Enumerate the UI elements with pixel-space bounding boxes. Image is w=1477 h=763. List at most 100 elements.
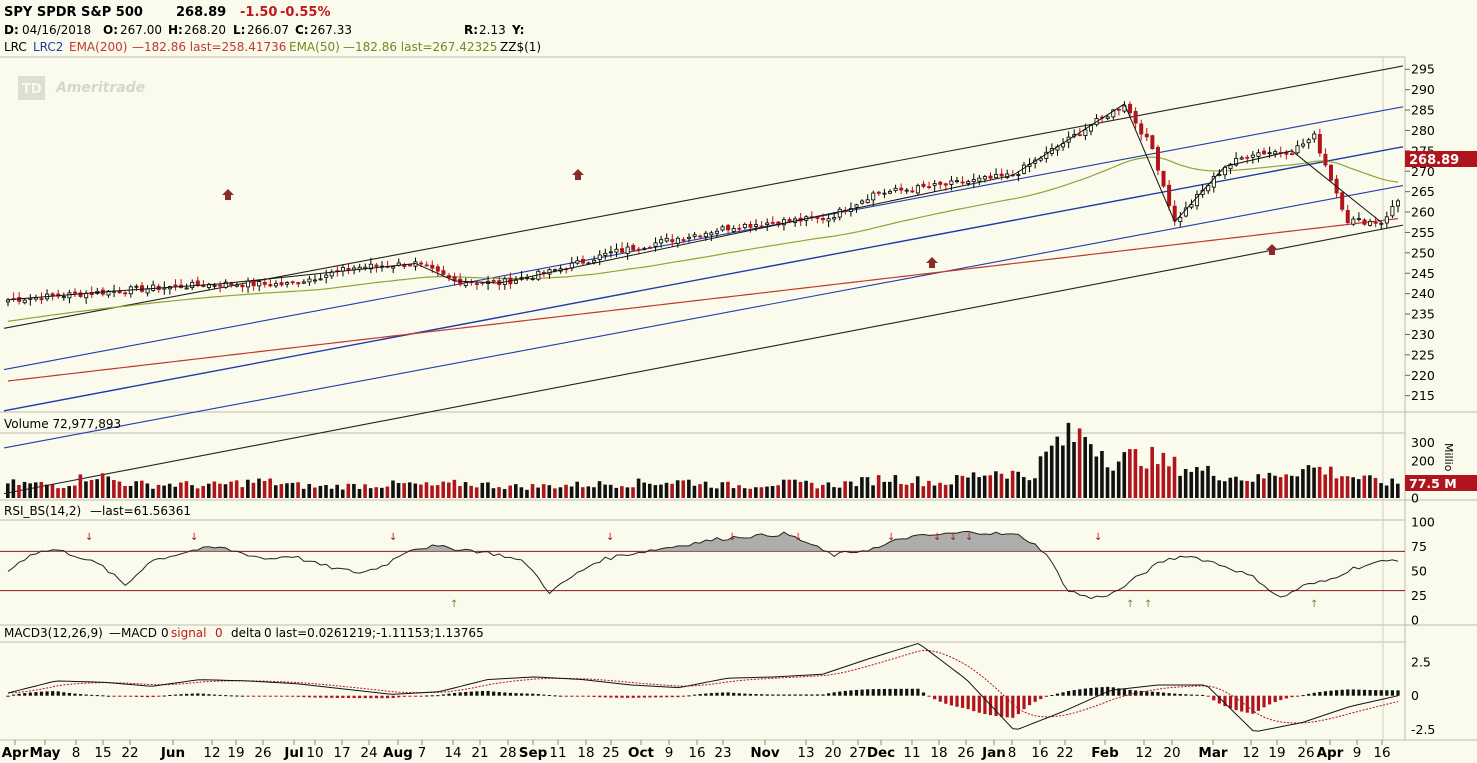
volume-bar bbox=[888, 481, 892, 498]
candle-body bbox=[597, 254, 602, 260]
volume-bar bbox=[279, 484, 284, 498]
volume-tick-label: 0 bbox=[1411, 491, 1419, 506]
macd-histogram-bar bbox=[1346, 689, 1350, 696]
macd-histogram-bar bbox=[637, 695, 641, 698]
macd-histogram-bar bbox=[503, 692, 507, 696]
volume-bar bbox=[982, 475, 987, 498]
volume-bar bbox=[1144, 468, 1149, 498]
volume-bar bbox=[1312, 467, 1316, 498]
candle-body bbox=[424, 264, 429, 267]
volume-bar bbox=[1038, 456, 1043, 498]
volume-bar bbox=[960, 475, 965, 498]
volume-bar bbox=[826, 482, 831, 498]
zigzag-line bbox=[7, 103, 1382, 301]
volume-bar bbox=[848, 481, 853, 498]
macd-histogram-bar bbox=[1027, 695, 1032, 706]
volume-bar bbox=[625, 487, 630, 498]
rsi-up-arrow-icon: ↑ bbox=[1126, 599, 1134, 610]
macd-histogram-bar bbox=[1111, 687, 1115, 696]
macd-histogram-bar bbox=[1362, 689, 1367, 696]
volume-bar bbox=[173, 486, 178, 498]
macd-histogram-bar bbox=[938, 695, 942, 702]
candle-body bbox=[781, 219, 786, 226]
volume-bar bbox=[575, 481, 579, 498]
macd-histogram-bar bbox=[235, 695, 239, 697]
candle-body bbox=[754, 224, 759, 227]
macd-histogram-bar bbox=[564, 695, 568, 697]
volume-bar bbox=[22, 481, 27, 498]
volume-bar bbox=[458, 486, 462, 498]
rsi-tick-label: 0 bbox=[1411, 613, 1419, 628]
volume-bar bbox=[273, 485, 278, 498]
range-value: 2.13 bbox=[479, 23, 506, 37]
study-ema200[interactable]: EMA(200) bbox=[69, 40, 127, 54]
candle-body bbox=[720, 226, 725, 231]
volume-bar bbox=[659, 484, 663, 498]
macd-histogram-bar bbox=[899, 688, 903, 696]
candle-body bbox=[1083, 129, 1088, 136]
macd-histogram-bar bbox=[1385, 690, 1389, 696]
study-lrc2[interactable]: LRC2 bbox=[33, 40, 63, 54]
candle-body bbox=[257, 281, 262, 287]
zigzag-path bbox=[7, 103, 1382, 301]
volume-bar bbox=[558, 487, 563, 498]
candle-body bbox=[709, 232, 714, 236]
macd-histogram-bar bbox=[626, 695, 630, 698]
volume-bar bbox=[307, 484, 312, 498]
macd-histogram-bar bbox=[190, 693, 194, 696]
volume-bar bbox=[943, 484, 948, 498]
volume-bar bbox=[419, 484, 423, 498]
price-tick-label: 235 bbox=[1411, 307, 1435, 322]
close-label: C: bbox=[295, 23, 309, 37]
volume-bar bbox=[447, 482, 451, 498]
macd-histogram-bar bbox=[39, 691, 44, 696]
volume-bar bbox=[1384, 485, 1389, 498]
candle-body bbox=[737, 227, 742, 230]
volume-bar bbox=[318, 485, 323, 498]
study-ema50[interactable]: EMA(50) bbox=[289, 40, 340, 54]
macd-histogram-bar bbox=[285, 695, 289, 697]
volume-bar bbox=[1061, 445, 1065, 498]
lrc-lower-outer bbox=[3, 224, 1404, 495]
macd-histogram-bar bbox=[1284, 695, 1288, 699]
candle-body bbox=[61, 296, 66, 298]
candle-body bbox=[1312, 133, 1317, 140]
volume-bar bbox=[1317, 466, 1322, 498]
volume-bar bbox=[938, 482, 942, 498]
volume-bar bbox=[899, 483, 903, 498]
macd-histogram-bar bbox=[1329, 690, 1333, 696]
volume-bar bbox=[893, 475, 898, 498]
macd-histogram-bar bbox=[397, 695, 401, 698]
macd-histogram-bar bbox=[1167, 693, 1171, 696]
macd-histogram-bar bbox=[955, 695, 959, 707]
candle-body bbox=[759, 225, 764, 228]
regression-channels bbox=[3, 65, 1404, 495]
macd-histogram-bar bbox=[358, 695, 362, 699]
volume-bar bbox=[123, 485, 127, 498]
macd-histogram-bar bbox=[486, 690, 490, 696]
volume-bar bbox=[1200, 470, 1205, 498]
macd-histogram-bar bbox=[726, 692, 730, 696]
candle-body bbox=[246, 280, 251, 288]
candle-body bbox=[1306, 139, 1311, 144]
candle-body bbox=[608, 251, 613, 254]
study-zigzag[interactable]: ZZ$(1) bbox=[500, 40, 541, 54]
candle-body bbox=[50, 293, 55, 296]
volume-bar bbox=[647, 483, 652, 498]
volume-bar bbox=[776, 485, 780, 498]
volume-bar bbox=[1256, 474, 1261, 498]
candle-body bbox=[279, 282, 284, 286]
date-tick-label: Jan bbox=[981, 745, 1006, 761]
volume-bar bbox=[1139, 466, 1143, 498]
volume-bar bbox=[798, 481, 803, 498]
volume-bar bbox=[223, 484, 228, 498]
macd-histogram-bar bbox=[525, 693, 529, 696]
candle-body bbox=[1356, 218, 1361, 221]
candle-body bbox=[765, 222, 770, 225]
study-lrc[interactable]: LRC bbox=[4, 40, 27, 54]
macd-histogram-bar bbox=[905, 688, 909, 696]
price-tick-label: 265 bbox=[1411, 184, 1435, 199]
candle-body bbox=[301, 281, 306, 284]
candle-body bbox=[134, 285, 139, 288]
